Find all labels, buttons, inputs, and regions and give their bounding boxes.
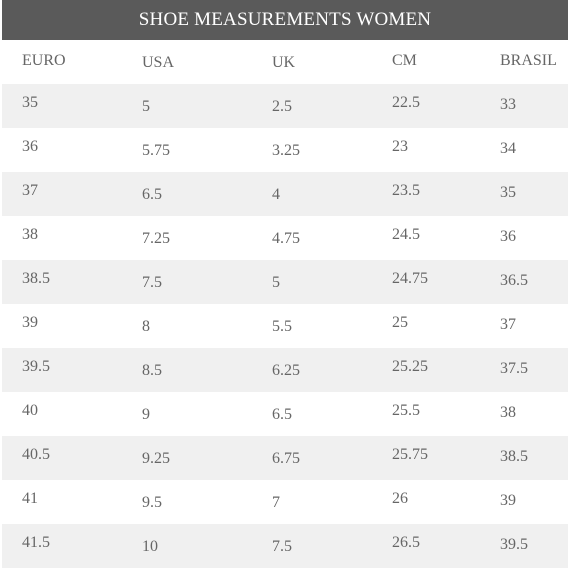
cell-uk: 6.5 bbox=[272, 406, 292, 423]
column-header-euro: EURO bbox=[22, 52, 66, 69]
cell-uk: 4 bbox=[272, 186, 280, 203]
cell-euro: 39 bbox=[22, 314, 38, 331]
cell-brasil: 38.5 bbox=[500, 448, 528, 465]
table-row: 38 7.25 4.75 24.5 36 bbox=[2, 216, 568, 260]
cell-brasil: 38 bbox=[500, 404, 516, 421]
table-row: 40 9 6.5 25.5 38 bbox=[2, 392, 568, 436]
cell-brasil: 37 bbox=[500, 316, 516, 333]
table-row: 37 6.5 4 23.5 35 bbox=[2, 172, 568, 216]
table-row: 38.5 7.5 5 24.75 36.5 bbox=[2, 260, 568, 304]
cell-uk: 5 bbox=[272, 274, 280, 291]
cell-brasil: 39 bbox=[500, 492, 516, 509]
table-row: 39.5 8.5 6.25 25.25 37.5 bbox=[2, 348, 568, 392]
cell-usa: 7.5 bbox=[142, 274, 162, 291]
table-row: 36 5.75 3.25 23 34 bbox=[2, 128, 568, 172]
cell-brasil: 35 bbox=[500, 184, 516, 201]
cell-usa: 8 bbox=[142, 318, 150, 335]
size-table: EURO USA UK CM BRASIL 35 5 2.5 22.5 33 36 5.75… bbox=[2, 40, 568, 568]
cell-cm: 25.5 bbox=[392, 402, 420, 419]
cell-cm: 26.5 bbox=[392, 534, 420, 551]
table-body: 35 5 2.5 22.5 33 36 5.75 3.25 23 34 37 6.5 4 23.5 35 38… bbox=[2, 84, 568, 568]
cell-uk: 4.75 bbox=[272, 230, 300, 247]
cell-cm: 23 bbox=[392, 138, 408, 155]
table-row: 39 8 5.5 25 37 bbox=[2, 304, 568, 348]
cell-uk: 7.5 bbox=[272, 538, 292, 555]
table-header-row: EURO USA UK CM BRASIL bbox=[2, 40, 568, 84]
cell-euro: 41 bbox=[22, 490, 38, 507]
cell-cm: 25.75 bbox=[392, 446, 428, 463]
column-header-brasil: BRASIL bbox=[500, 52, 557, 69]
cell-cm: 24.75 bbox=[392, 270, 428, 287]
cell-usa: 8.5 bbox=[142, 362, 162, 379]
cell-cm: 24.5 bbox=[392, 226, 420, 243]
cell-cm: 26 bbox=[392, 490, 408, 507]
cell-brasil: 36 bbox=[500, 228, 516, 245]
cell-usa: 10 bbox=[142, 538, 158, 555]
cell-brasil: 34 bbox=[500, 140, 516, 157]
cell-uk: 7 bbox=[272, 494, 280, 511]
cell-cm: 25 bbox=[392, 314, 408, 331]
cell-brasil: 37.5 bbox=[500, 360, 528, 377]
table-row: 41.5 10 7.5 26.5 39.5 bbox=[2, 524, 568, 568]
cell-cm: 25.25 bbox=[392, 358, 428, 375]
cell-uk: 2.5 bbox=[272, 98, 292, 115]
chart-title: SHOE MEASUREMENTS WOMEN bbox=[2, 0, 568, 40]
cell-uk: 5.5 bbox=[272, 318, 292, 335]
table-row: 40.5 9.25 6.75 25.75 38.5 bbox=[2, 436, 568, 480]
cell-euro: 40.5 bbox=[22, 446, 50, 463]
cell-brasil: 33 bbox=[500, 96, 516, 113]
column-header-uk: UK bbox=[272, 54, 296, 71]
cell-brasil: 39.5 bbox=[500, 536, 528, 553]
cell-euro: 38 bbox=[22, 226, 38, 243]
cell-usa: 6.5 bbox=[142, 186, 162, 203]
cell-uk: 6.75 bbox=[272, 450, 300, 467]
cell-usa: 5.75 bbox=[142, 142, 170, 159]
cell-euro: 39.5 bbox=[22, 358, 50, 375]
cell-euro: 41.5 bbox=[22, 534, 50, 551]
cell-euro: 36 bbox=[22, 138, 38, 155]
column-header-usa: USA bbox=[142, 54, 175, 71]
table-row: 41 9.5 7 26 39 bbox=[2, 480, 568, 524]
cell-usa: 5 bbox=[142, 98, 150, 115]
cell-brasil: 36.5 bbox=[500, 272, 528, 289]
cell-euro: 38.5 bbox=[22, 270, 50, 287]
cell-usa: 9 bbox=[142, 406, 150, 423]
cell-euro: 37 bbox=[22, 182, 38, 199]
cell-uk: 6.25 bbox=[272, 362, 300, 379]
cell-euro: 40 bbox=[22, 402, 38, 419]
cell-uk: 3.25 bbox=[272, 142, 300, 159]
cell-usa: 9.5 bbox=[142, 494, 162, 511]
column-header-cm: CM bbox=[392, 52, 417, 69]
cell-cm: 22.5 bbox=[392, 94, 420, 111]
cell-euro: 35 bbox=[22, 94, 38, 111]
table-row: 35 5 2.5 22.5 33 bbox=[2, 84, 568, 128]
cell-usa: 9.25 bbox=[142, 450, 170, 467]
cell-cm: 23.5 bbox=[392, 182, 420, 199]
cell-usa: 7.25 bbox=[142, 230, 170, 247]
